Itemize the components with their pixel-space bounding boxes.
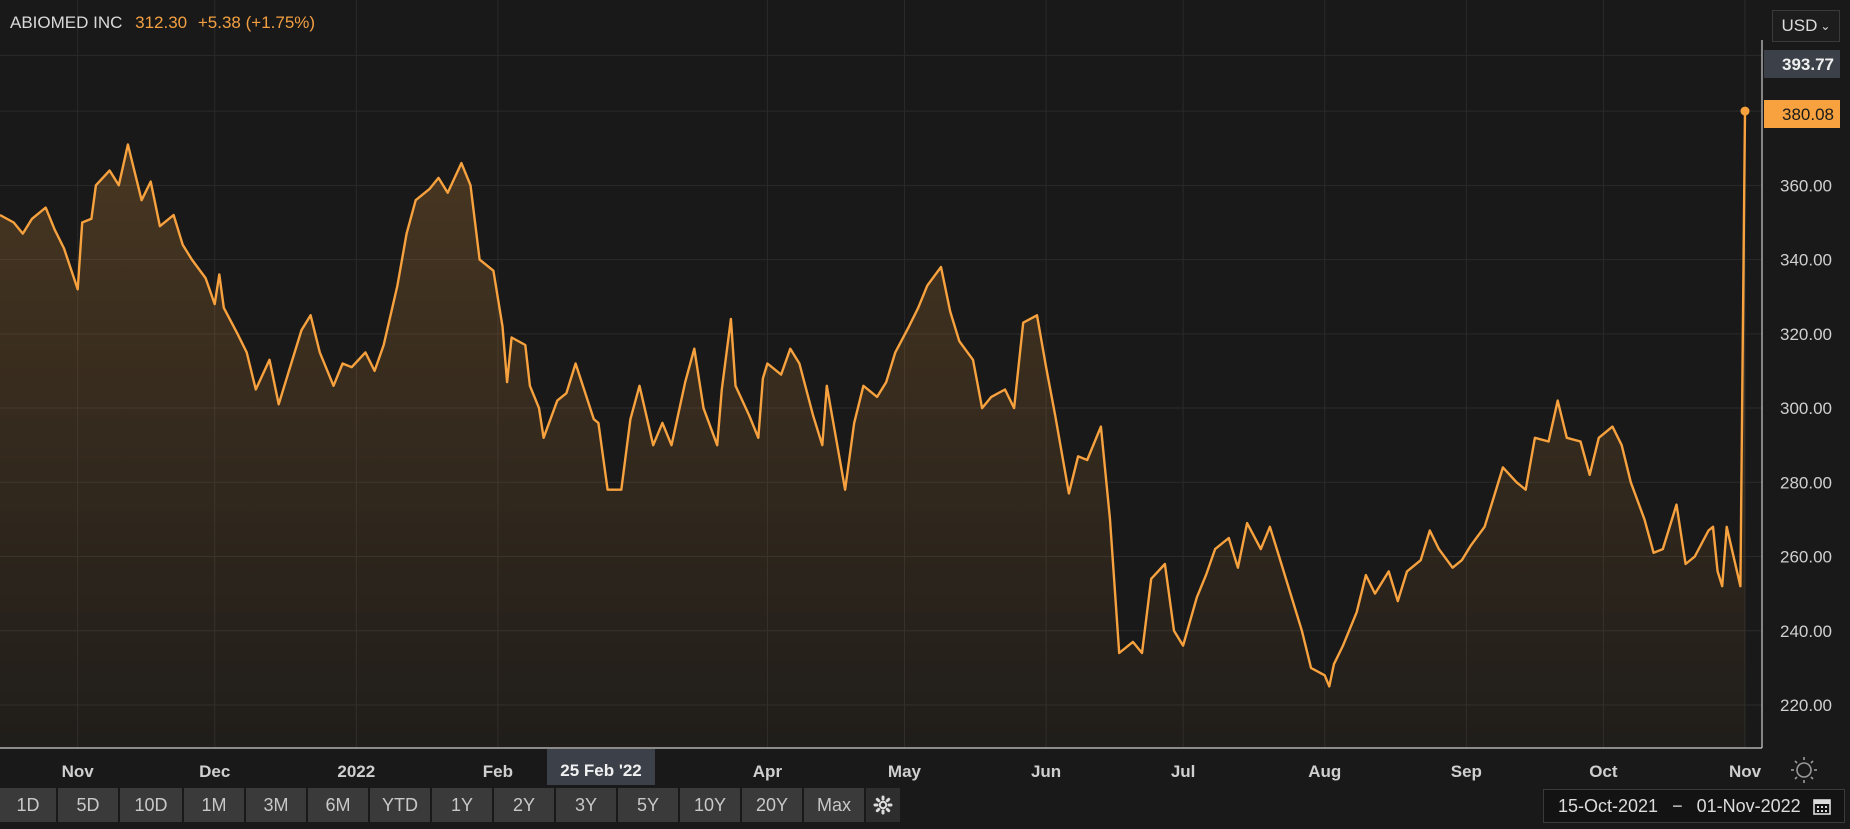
- period-5y-button[interactable]: 5Y: [618, 788, 680, 822]
- currency-label: USD: [1781, 16, 1818, 35]
- range-separator: −: [1672, 795, 1683, 816]
- period-6m-button[interactable]: 6M: [308, 788, 370, 822]
- x-tick-label: Sep: [1451, 762, 1482, 781]
- last-price-label: 380.08: [1782, 105, 1834, 124]
- x-axis: Nov Dec 2022 Feb Apr May Jun Jul Aug Sep Oct Nov: [62, 762, 1762, 781]
- y-tick-label: 360.00: [1780, 176, 1832, 195]
- chart-settings-icon[interactable]: [1791, 757, 1817, 783]
- period-2y-button[interactable]: 2Y: [494, 788, 556, 822]
- period-10d-button[interactable]: 10D: [120, 788, 184, 822]
- instrument-change: +5.38 (+1.75%): [197, 13, 316, 32]
- y-tick-label: 300.00: [1780, 399, 1832, 418]
- crosshair-date-badge: [547, 749, 655, 785]
- last-price-badge: [1764, 100, 1840, 128]
- x-tick-label: Nov: [1729, 762, 1762, 781]
- x-tick-label: Nov: [62, 762, 95, 781]
- y-tick-label: 240.00: [1780, 622, 1832, 641]
- price-area: [0, 111, 1745, 749]
- y-tick-label: 280.00: [1780, 473, 1832, 492]
- gear-icon[interactable]: [866, 788, 900, 822]
- period-1m-button[interactable]: 1M: [184, 788, 246, 822]
- x-tick-label: Jun: [1031, 762, 1061, 781]
- instrument-price: 312.30: [135, 13, 188, 32]
- y-tick-label: 260.00: [1780, 548, 1832, 567]
- period-10y-button[interactable]: 10Y: [680, 788, 742, 822]
- y-tick-label: 220.00: [1780, 696, 1832, 715]
- range-from: 15-Oct-2021: [1558, 795, 1659, 816]
- period-3m-button[interactable]: 3M: [246, 788, 308, 822]
- calendar-icon[interactable]: [1812, 797, 1831, 815]
- x-tick-label: Apr: [753, 762, 783, 781]
- y-axis: 360.00 340.00 320.00 300.00 280.00 260.00 240.…: [1780, 176, 1832, 715]
- x-tick-label: Aug: [1308, 762, 1341, 781]
- price-line: [0, 111, 1747, 688]
- high-price-badge: [1764, 50, 1840, 78]
- x-tick-label: Oct: [1589, 762, 1618, 781]
- x-tick-label: May: [888, 762, 922, 781]
- x-tick-label: 2022: [337, 762, 375, 781]
- y-tick-label: 320.00: [1780, 325, 1832, 344]
- period-3y-button[interactable]: 3Y: [556, 788, 618, 822]
- period-max-button[interactable]: Max: [804, 788, 866, 822]
- currency-select[interactable]: USD ⌄: [1772, 10, 1840, 42]
- last-price-dot: [1740, 106, 1750, 116]
- x-tick-label: Dec: [199, 762, 230, 781]
- date-range-picker[interactable]: 15-Oct-2021 − 01-Nov-2022: [1543, 789, 1845, 823]
- crosshair-date-label: 25 Feb '22: [560, 761, 642, 780]
- period-1d-button[interactable]: 1D: [0, 788, 58, 822]
- period-ytd-button[interactable]: YTD: [370, 788, 432, 822]
- period-5d-button[interactable]: 5D: [58, 788, 120, 822]
- x-tick-label: Feb: [483, 762, 513, 781]
- x-tick-label: Jul: [1171, 762, 1196, 781]
- range-to: 01-Nov-2022: [1696, 795, 1801, 816]
- high-price-label: 393.77: [1782, 55, 1834, 74]
- chevron-down-icon: ⌄: [1820, 19, 1831, 33]
- period-20y-button[interactable]: 20Y: [742, 788, 804, 822]
- instrument-name: ABIOMED INC: [10, 13, 123, 32]
- chart-header: ABIOMED INC 312.30 +5.38 (+1.75%): [10, 13, 315, 33]
- period-1y-button[interactable]: 1Y: [432, 788, 494, 822]
- period-selector: 1D 5D 10D 1M 3M 6M YTD 1Y 2Y 3Y 5Y 10Y 20Y Max: [0, 788, 900, 822]
- y-tick-label: 340.00: [1780, 251, 1832, 270]
